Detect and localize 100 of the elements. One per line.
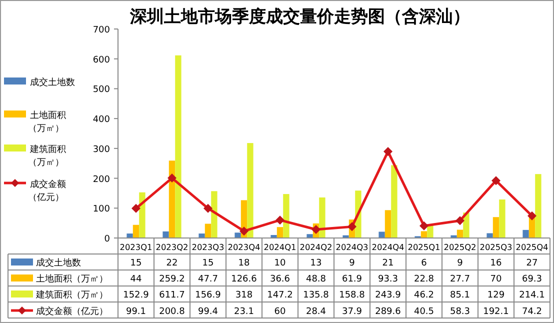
- x-tick-label: 2025Q1: [408, 242, 440, 252]
- data-label: 23.1: [234, 307, 254, 317]
- point: [528, 211, 536, 220]
- bar: [420, 231, 428, 238]
- bar: [319, 197, 326, 238]
- data-label: 69.3: [522, 274, 542, 284]
- point: [492, 176, 500, 186]
- data-label: 156.9: [195, 290, 222, 300]
- y-tick-label: 200: [92, 174, 110, 185]
- data-label: 243.9: [375, 290, 402, 300]
- point: [204, 204, 212, 213]
- data-label: 16: [490, 258, 502, 268]
- point: [312, 225, 320, 234]
- y-tick-label: 500: [92, 85, 110, 96]
- bar: [132, 224, 140, 238]
- x-tick-label: 2023Q4: [228, 242, 260, 252]
- y-tick-label: 400: [92, 115, 110, 126]
- data-label: 61.9: [342, 274, 362, 284]
- data-label: 99.1: [126, 307, 146, 317]
- data-label: 147.2: [267, 290, 293, 300]
- y-tick-label: 300: [92, 144, 110, 155]
- bar: [522, 230, 529, 238]
- bar: [139, 192, 146, 238]
- data-label: 93.3: [378, 274, 398, 284]
- y-tick-label: 0: [104, 234, 110, 244]
- bar: [162, 231, 169, 238]
- data-label: 214.1: [519, 290, 545, 300]
- data-label: 74.2: [522, 307, 542, 317]
- data-label: 22: [166, 258, 178, 268]
- point: [168, 174, 176, 183]
- data-label: 6: [421, 258, 428, 268]
- x-tick-label: 2025Q4: [516, 242, 548, 252]
- point: [240, 226, 248, 236]
- bar: [535, 174, 542, 238]
- data-label: 289.6: [375, 307, 402, 317]
- data-label: 9: [457, 258, 464, 268]
- x-tick-label: 2025Q3: [480, 242, 512, 252]
- x-tick-label: 2024Q3: [336, 242, 368, 252]
- bar: [306, 234, 313, 238]
- bar: [384, 210, 392, 238]
- data-label: 36.6: [270, 274, 290, 284]
- x-tick-label: 2023Q3: [192, 242, 224, 252]
- data-label: 259.2: [159, 274, 185, 284]
- data-label: 22.8: [414, 274, 434, 284]
- point: [420, 221, 428, 230]
- bar: [126, 234, 133, 238]
- data-label: 47.7: [198, 274, 218, 284]
- data-label: 15: [130, 258, 142, 268]
- bar: [198, 234, 205, 238]
- bar: [391, 165, 398, 238]
- data-label: 200.8: [159, 307, 186, 317]
- point: [384, 147, 392, 156]
- bar: [234, 232, 241, 238]
- data-label: 46.2: [414, 290, 434, 300]
- point: [348, 222, 356, 232]
- bar: [283, 194, 290, 238]
- data-label: 135.8: [303, 290, 330, 300]
- data-label: 60: [274, 307, 286, 317]
- legend: 成交土地数 土地面积（万㎡） 建筑面积（万㎡） 成交金额（亿元）: [4, 78, 75, 203]
- x-tick-label: 2024Q4: [372, 242, 404, 252]
- data-label: 15: [202, 258, 214, 268]
- data-label: 21: [382, 258, 394, 268]
- point: [276, 216, 284, 225]
- data-label: 27.7: [450, 274, 470, 284]
- data-label: 85.1: [450, 290, 470, 300]
- point: [456, 216, 464, 226]
- data-label: 13: [310, 258, 322, 268]
- point: [132, 204, 140, 213]
- data-label: 611.7: [159, 290, 185, 300]
- data-label: 192.1: [483, 307, 509, 317]
- bar: [204, 224, 212, 238]
- bar: [247, 143, 254, 238]
- bar: [378, 232, 385, 238]
- data-label: 158.8: [339, 290, 366, 300]
- data-label: 129: [487, 290, 505, 300]
- data-label: 70: [490, 274, 502, 284]
- x-tick-label: 2025Q2: [444, 242, 476, 252]
- legend-label: 土地面积（万㎡）: [36, 274, 108, 284]
- bar: [276, 227, 284, 238]
- x-tick-label: 2023Q1: [120, 242, 152, 252]
- data-label: 37.9: [342, 307, 362, 317]
- bar: [456, 230, 464, 238]
- legend-label: 建筑面积（万㎡）: [35, 290, 108, 300]
- x-tick-label: 2024Q1: [264, 242, 296, 252]
- y-tick-label: 100: [92, 204, 110, 215]
- data-label: 318: [235, 290, 253, 300]
- legend-label: 成交金额（亿元）: [28, 179, 66, 203]
- data-label: 48.8: [306, 274, 326, 284]
- bar: [492, 217, 500, 238]
- data-label: 99.4: [198, 307, 218, 317]
- y-tick-label: 700: [92, 26, 110, 36]
- x-tick-label: 2024Q2: [300, 242, 332, 252]
- x-tick-label: 2023Q2: [156, 242, 188, 252]
- data-label: 152.9: [123, 290, 150, 300]
- data-label: 44: [130, 274, 142, 284]
- y-tick-label: 600: [92, 55, 110, 66]
- data-label: 10: [274, 258, 286, 268]
- bar: [499, 199, 506, 238]
- bar: [211, 191, 218, 238]
- text: 成交金额（亿元）: [36, 307, 108, 317]
